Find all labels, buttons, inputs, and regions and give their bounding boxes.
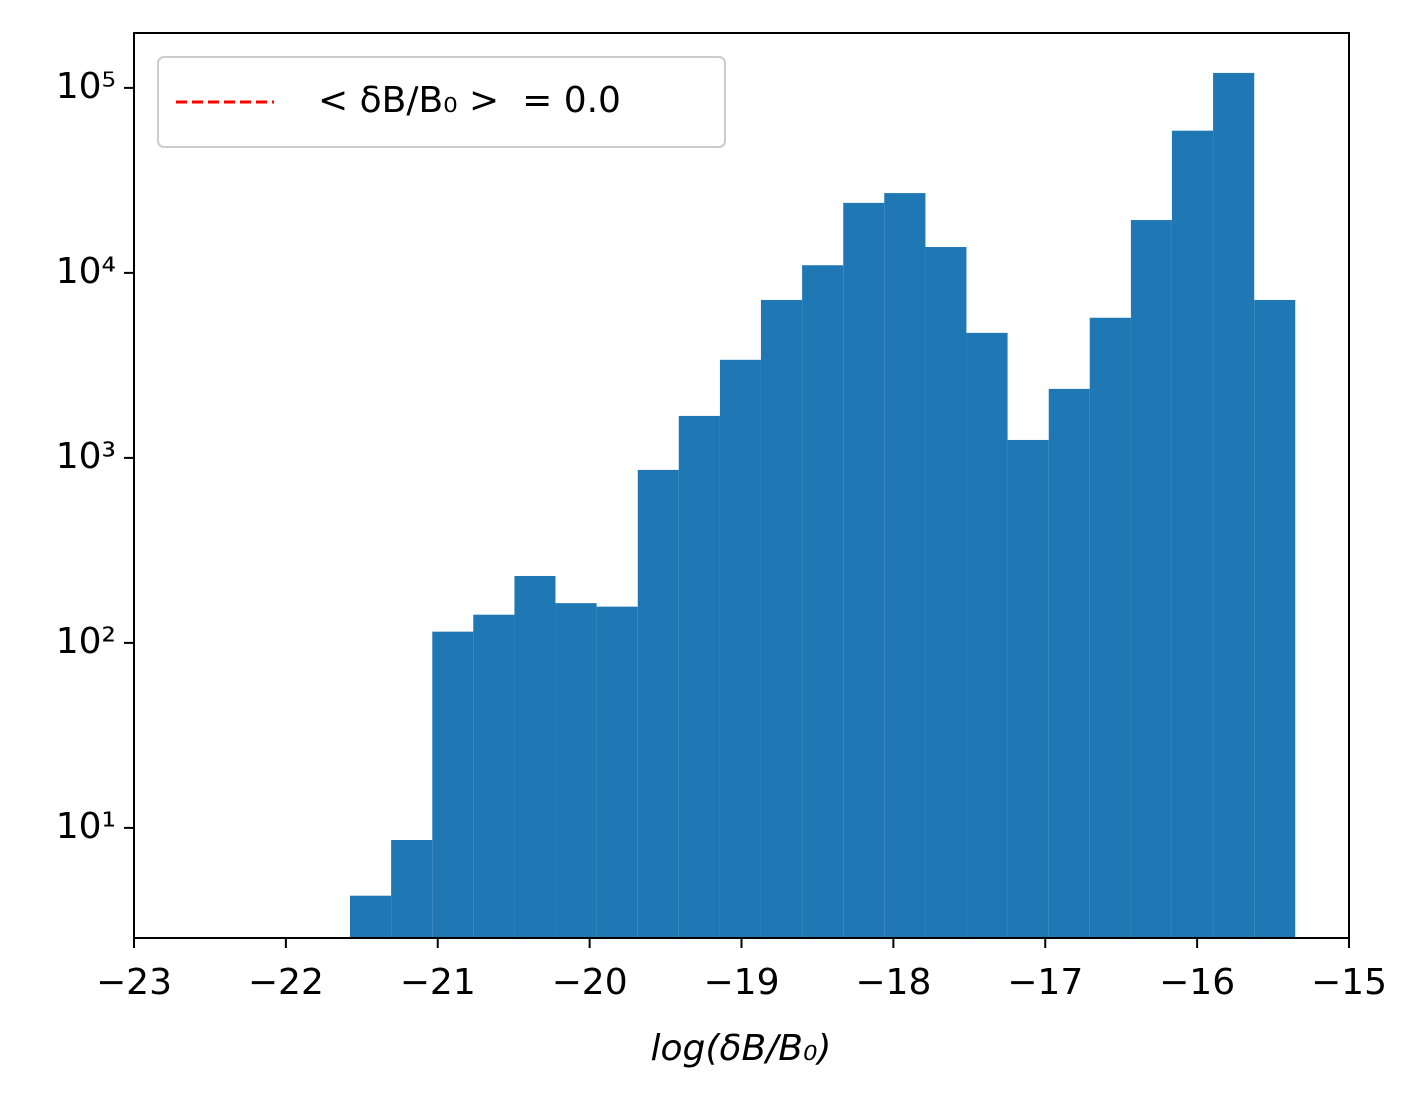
bar (966, 332, 1008, 938)
bar (1254, 299, 1296, 939)
x-tick-label: −16 (1159, 962, 1235, 1003)
bar (637, 469, 679, 938)
x-tick-label: −22 (248, 962, 324, 1003)
x-tick-label: −15 (1311, 962, 1387, 1003)
x-axis-label: log(δB/B₀) (651, 1028, 832, 1069)
bar (884, 193, 926, 938)
bar (1007, 439, 1049, 938)
x-tick-label: −17 (1007, 962, 1083, 1003)
legend-box (157, 56, 726, 148)
bar (843, 202, 885, 939)
bar (473, 614, 515, 938)
y-tick-label: 10² (56, 621, 116, 662)
bar (1048, 388, 1090, 938)
y-tick-label: 10⁵ (56, 66, 116, 107)
legend-label: < δB/B₀ > = 0.0 (318, 80, 621, 121)
bar (760, 299, 803, 939)
x-tick-label: −19 (704, 962, 780, 1003)
y-tick-label: 10³ (56, 436, 116, 477)
bar (1171, 130, 1214, 938)
bar (678, 415, 720, 938)
bar (391, 840, 433, 938)
bar (1130, 220, 1172, 939)
x-tick-label: −18 (855, 962, 931, 1003)
bar (1213, 72, 1255, 939)
x-tick-label: −23 (96, 962, 172, 1003)
bar (555, 603, 597, 938)
x-tick-label: −21 (400, 962, 476, 1003)
bar (1089, 317, 1131, 938)
bar (719, 359, 761, 938)
x-tick-label: −20 (552, 962, 628, 1003)
bar (802, 265, 844, 938)
legend: < δB/B₀ > = 0.0 (157, 56, 726, 148)
bar (514, 575, 556, 938)
y-tick-label: 10⁴ (56, 251, 116, 292)
bar (596, 606, 638, 938)
bar (349, 895, 392, 938)
y-tick-label: 10¹ (56, 806, 116, 847)
bar (925, 247, 967, 939)
bar (432, 631, 474, 938)
